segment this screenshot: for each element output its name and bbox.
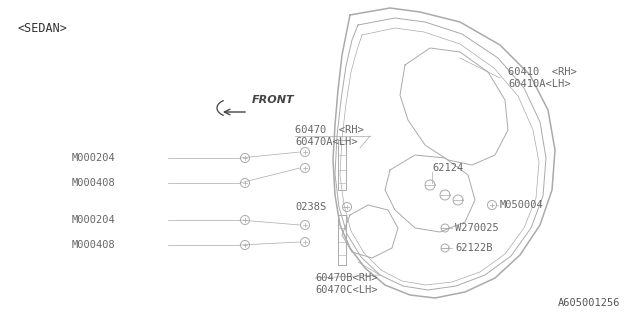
Text: M050004: M050004: [500, 200, 544, 210]
Text: FRONT: FRONT: [252, 95, 294, 105]
Text: 60470A<LH>: 60470A<LH>: [295, 137, 358, 147]
Text: M000204: M000204: [72, 215, 116, 225]
Text: 60470  <RH>: 60470 <RH>: [295, 125, 364, 135]
Text: <SEDAN>: <SEDAN>: [18, 22, 68, 35]
Text: 60410  <RH>: 60410 <RH>: [508, 67, 577, 77]
Text: M000408: M000408: [72, 240, 116, 250]
Text: 60410A<LH>: 60410A<LH>: [508, 79, 570, 89]
Text: A605001256: A605001256: [557, 298, 620, 308]
Text: 60470B<RH>: 60470B<RH>: [315, 273, 378, 283]
Text: 62122B: 62122B: [455, 243, 493, 253]
Text: 0238S: 0238S: [295, 202, 326, 212]
Text: M000204: M000204: [72, 153, 116, 163]
Text: 62124: 62124: [432, 163, 463, 173]
Text: M000408: M000408: [72, 178, 116, 188]
Text: 60470C<LH>: 60470C<LH>: [315, 285, 378, 295]
Text: W270025: W270025: [455, 223, 499, 233]
